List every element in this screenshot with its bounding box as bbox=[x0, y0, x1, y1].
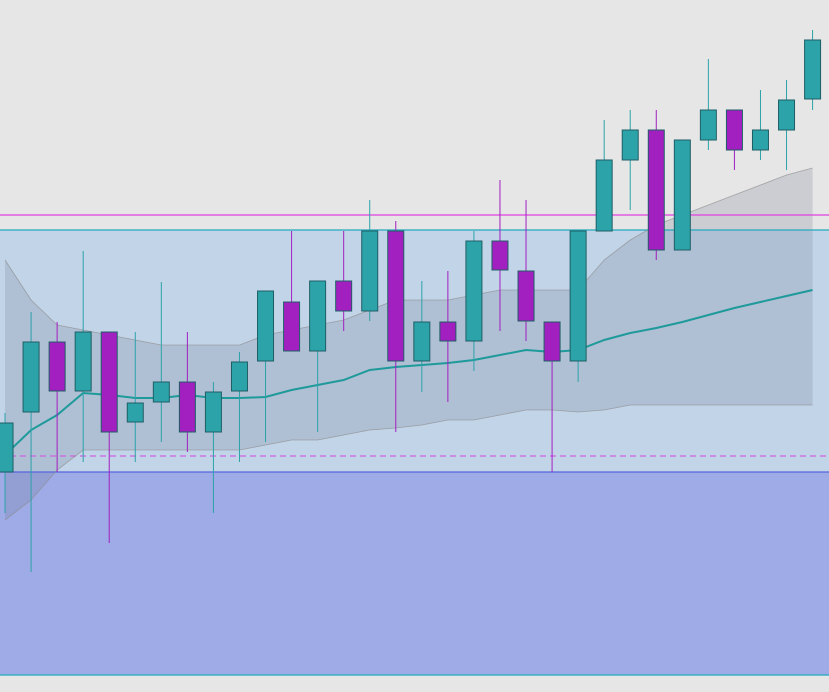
candle-body bbox=[0, 422, 14, 473]
candle-body bbox=[491, 240, 509, 271]
candle-body bbox=[413, 321, 431, 362]
candle-body bbox=[543, 321, 561, 362]
candle-body bbox=[569, 230, 587, 362]
candle-body bbox=[517, 270, 535, 322]
candle-body bbox=[621, 129, 639, 161]
zone bbox=[0, 472, 829, 675]
candle-body bbox=[699, 109, 717, 141]
band-line bbox=[4, 404, 813, 521]
candle-body bbox=[178, 381, 196, 433]
candle-body bbox=[204, 391, 222, 433]
candle-body bbox=[74, 331, 92, 392]
candle-body bbox=[152, 381, 170, 403]
candle-body bbox=[100, 331, 118, 433]
candle-body bbox=[595, 159, 613, 232]
moving-average bbox=[4, 289, 813, 456]
candle-body bbox=[804, 39, 822, 100]
candle-body bbox=[48, 341, 66, 392]
candle-body bbox=[439, 321, 457, 342]
candle-body bbox=[725, 109, 743, 151]
candle-body bbox=[283, 301, 301, 352]
candle-body bbox=[309, 280, 327, 352]
candle-body bbox=[465, 240, 483, 342]
candle-body bbox=[126, 402, 144, 423]
candle-body bbox=[257, 290, 275, 362]
candle-body bbox=[361, 230, 379, 312]
candle-body bbox=[751, 129, 769, 151]
candle-body bbox=[335, 280, 353, 312]
candle-body bbox=[778, 99, 796, 131]
candle-body bbox=[387, 230, 405, 362]
candle-body bbox=[673, 139, 691, 251]
candle-body bbox=[647, 129, 665, 251]
candle-body bbox=[22, 341, 40, 413]
candle-body bbox=[230, 361, 248, 392]
